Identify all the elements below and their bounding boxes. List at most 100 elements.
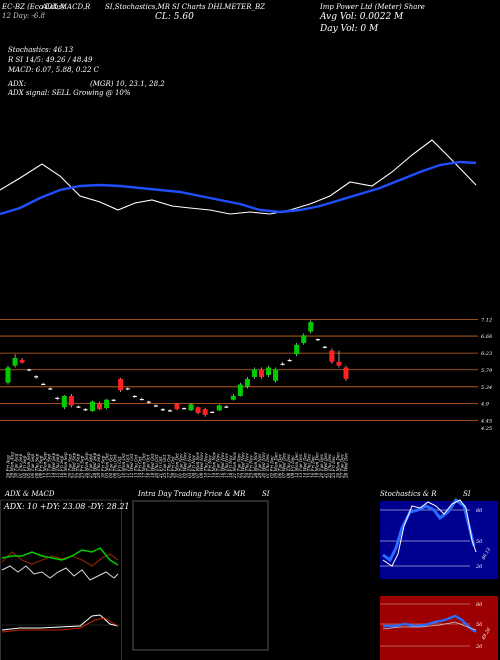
candle-body-5 bbox=[41, 383, 46, 385]
stoch-panel-si: SI bbox=[463, 490, 471, 498]
candle-body-29 bbox=[210, 411, 215, 414]
date-label-27: 07 Fri Oct bbox=[117, 456, 122, 478]
date-label-51: 15 Tue Nov bbox=[216, 453, 221, 478]
date-label-35: 19 Wed Oct bbox=[150, 453, 155, 478]
date-label-0: 26 Fri Aug bbox=[6, 455, 11, 479]
header-avg-vol: Avg Vol: 0.0022 M bbox=[320, 12, 404, 22]
date-label-26: 06 Thu Oct bbox=[113, 454, 118, 478]
candle-body-22 bbox=[160, 409, 165, 411]
date-label-15: 20 Tue Sep bbox=[67, 454, 72, 479]
candle-body-41 bbox=[294, 344, 300, 355]
date-label-69: 09 Fri Dec bbox=[290, 455, 295, 478]
date-label-52: 16 Wed Nov bbox=[220, 452, 225, 478]
ma-line-white bbox=[0, 139, 477, 215]
date-label-22: 29 Thu Sep bbox=[96, 453, 101, 479]
date-label-42: 01 Tue Nov bbox=[179, 453, 184, 478]
price-tick-5: 4.9 bbox=[480, 401, 490, 407]
macd-line bbox=[1, 614, 119, 631]
adx-panel-readout: ADX: 10 +DY: 23.08 -DY: 28.21 bbox=[4, 502, 130, 511]
date-label-53: 17 Thu Nov bbox=[224, 453, 229, 478]
candle-body-37 bbox=[266, 367, 272, 376]
candle-body-19 bbox=[139, 398, 144, 401]
candle-body-25 bbox=[182, 408, 187, 410]
candle-body-2 bbox=[19, 359, 25, 363]
date-label-10: 13 Tue Sep bbox=[47, 454, 52, 478]
date-label-21: 28 Wed Sep bbox=[92, 453, 97, 479]
candle-body-28 bbox=[202, 409, 208, 415]
header-company: Imp Power Ltd (Meter) Share bbox=[320, 3, 425, 11]
header-left-1: EC-BZ (Eco Labs) bbox=[2, 3, 65, 11]
rsi-level-label-0: 80 bbox=[476, 602, 483, 608]
date-label-80: 26 Mon Dec bbox=[335, 452, 340, 479]
candle-body-18 bbox=[132, 395, 137, 398]
date-label-82: 28 Wed Dec bbox=[344, 452, 349, 479]
candle-body-27 bbox=[195, 407, 201, 413]
candle-body-4 bbox=[34, 376, 39, 378]
date-label-41: 31 Mon Oct bbox=[175, 453, 180, 478]
date-label-19: 26 Mon Sep bbox=[84, 452, 89, 479]
adx-label: ADX: bbox=[8, 80, 27, 88]
date-label-30: 12 Wed Oct bbox=[129, 453, 134, 478]
candle-body-33 bbox=[237, 384, 243, 396]
candle-body-34 bbox=[244, 378, 250, 387]
price-tick-6: 4.45 bbox=[480, 419, 492, 425]
date-label-6: 06 Tue Sep bbox=[30, 454, 35, 478]
date-label-73: 15 Thu Dec bbox=[306, 453, 311, 478]
stoch-d-line bbox=[382, 499, 477, 567]
rsi-line bbox=[383, 614, 477, 633]
date-label-38: 25 Tue Oct bbox=[162, 454, 167, 479]
candle-body-30 bbox=[216, 405, 222, 411]
candle-body-24 bbox=[174, 403, 180, 410]
date-label-44: 03 Thu Nov bbox=[187, 453, 192, 478]
date-label-23: 30 Fri Sep bbox=[100, 455, 105, 478]
stoch-panel-title: Stochastics & R bbox=[380, 490, 437, 498]
candle-body-48 bbox=[343, 367, 349, 379]
candle-body-20 bbox=[146, 401, 151, 403]
date-label-39: 27 Thu Oct bbox=[166, 454, 171, 479]
candle-body-42 bbox=[301, 335, 307, 343]
date-label-3: 01 Thu Sep bbox=[18, 453, 23, 478]
date-label-31: 13 Thu Oct bbox=[133, 454, 138, 478]
header-adx-title: ADX,MACD,R bbox=[42, 3, 91, 11]
date-label-45: 04 Fri Nov bbox=[191, 455, 196, 478]
date-label-56: 22 Tue Nov bbox=[236, 453, 241, 479]
candle-body-23 bbox=[167, 410, 172, 412]
rsi-ma-line bbox=[382, 621, 477, 631]
candle-body-40 bbox=[287, 359, 292, 362]
date-label-43: 02 Wed Nov bbox=[183, 452, 188, 478]
date-label-40: 28 Fri Oct bbox=[170, 456, 175, 479]
date-label-60: 28 Mon Nov bbox=[253, 451, 258, 479]
date-label-72: 14 Wed Dec bbox=[302, 452, 307, 478]
candle-body-38 bbox=[273, 369, 279, 381]
date-label-34: 18 Tue Oct bbox=[146, 454, 151, 478]
candle-body-0 bbox=[5, 367, 11, 383]
date-label-68: 08 Thu Dec bbox=[286, 453, 291, 478]
date-label-75: 19 Mon Dec bbox=[315, 452, 320, 478]
date-label-58: 24 Thu Nov bbox=[245, 453, 250, 479]
candle-body-46 bbox=[329, 350, 335, 362]
date-label-74: 16 Fri Dec bbox=[311, 455, 316, 478]
date-label-7: 08 Thu Sep bbox=[34, 453, 39, 478]
candle-body-21 bbox=[153, 405, 158, 407]
date-label-79: 23 Fri Dec bbox=[331, 455, 336, 479]
adx-plus-di-line bbox=[1, 547, 119, 566]
date-label-66: 06 Tue Dec bbox=[278, 453, 283, 478]
adx-panel-title: ADX & MACD bbox=[5, 490, 55, 498]
header-chart-title: SI Charts DHLMETER_BZ bbox=[172, 3, 265, 11]
adx-panel bbox=[0, 499, 122, 660]
date-label-4: 02 Fri Sep bbox=[22, 455, 27, 478]
candle-body-10 bbox=[76, 406, 81, 408]
price-tick-4: 5.34 bbox=[481, 385, 492, 391]
date-label-49: 11 Fri Nov bbox=[207, 455, 212, 478]
date-label-18: 23 Fri Sep bbox=[80, 455, 85, 479]
date-label-65: 05 Mon Dec bbox=[273, 452, 278, 478]
date-label-8: 09 Fri Sep bbox=[38, 455, 43, 478]
candle-body-26 bbox=[188, 404, 194, 411]
date-label-2: 30 Tue Aug bbox=[14, 453, 19, 478]
date-label-9: 12 Mon Sep bbox=[43, 452, 48, 478]
intraday-title: Intra Day Trading Price & MR bbox=[138, 490, 246, 498]
candle-body-12 bbox=[90, 401, 95, 412]
stoch-level-label-0: 80 bbox=[476, 508, 483, 514]
price-tick-1: 6.68 bbox=[481, 334, 492, 340]
candle-body-43 bbox=[308, 322, 314, 332]
